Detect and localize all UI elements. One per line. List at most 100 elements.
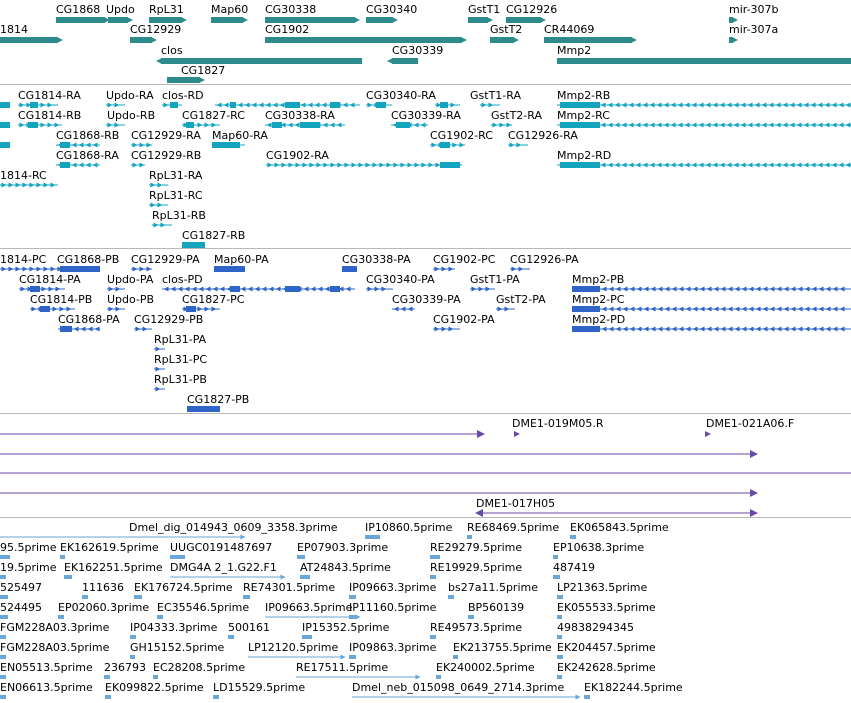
- transcript-chevron[interactable]: [712, 162, 718, 168]
- est-arrow[interactable]: [240, 534, 246, 540]
- transcript-chevron[interactable]: [614, 102, 620, 108]
- transcript-chevron[interactable]: [183, 122, 189, 128]
- protein-chevron[interactable]: [797, 326, 803, 332]
- est-glyph[interactable]: [243, 595, 250, 599]
- est-glyph[interactable]: [0, 655, 6, 659]
- transcript-chevron[interactable]: [33, 122, 39, 128]
- transcript-chevron[interactable]: [698, 162, 704, 168]
- transcript-label[interactable]: CG30339-RA: [391, 109, 461, 122]
- transcript-chevron[interactable]: [183, 242, 189, 248]
- transcript-label[interactable]: CG1868-RB: [56, 129, 120, 142]
- transcript-chevron[interactable]: [36, 182, 42, 188]
- protein-chevron[interactable]: [629, 306, 635, 312]
- transcript-chevron[interactable]: [406, 122, 412, 128]
- transcript-chevron[interactable]: [251, 102, 257, 108]
- protein-chevron[interactable]: [580, 286, 586, 292]
- protein-chevron[interactable]: [198, 286, 204, 292]
- protein-chevron[interactable]: [434, 266, 440, 272]
- protein-chevron[interactable]: [692, 326, 698, 332]
- transcript-chevron[interactable]: [698, 122, 704, 128]
- est-glyph[interactable]: [58, 615, 64, 619]
- protein-chevron[interactable]: [87, 326, 93, 332]
- transcript-chevron[interactable]: [431, 142, 437, 148]
- transcript-chevron[interactable]: [258, 102, 264, 108]
- protein-chevron[interactable]: [275, 286, 281, 292]
- transcript-chevron[interactable]: [413, 122, 419, 128]
- transcript-chevron[interactable]: [579, 162, 585, 168]
- transcript-chevron[interactable]: [838, 102, 844, 108]
- gene-glyph[interactable]: [149, 17, 182, 23]
- est-glyph[interactable]: [82, 595, 88, 599]
- gene-glyph[interactable]: [265, 17, 355, 23]
- transcript-chevron[interactable]: [845, 102, 851, 108]
- est-label[interactable]: UUGC0191487697: [170, 541, 273, 554]
- protein-exon[interactable]: [572, 326, 600, 332]
- transcript-chevron[interactable]: [342, 102, 348, 108]
- transcript-chevron[interactable]: [329, 122, 335, 128]
- transcript-chevron[interactable]: [204, 122, 210, 128]
- est-label[interactable]: EK182244.5prime: [584, 681, 683, 694]
- transcript-chevron[interactable]: [506, 122, 512, 128]
- transcript-chevron[interactable]: [64, 162, 70, 168]
- protein-chevron[interactable]: [190, 306, 196, 312]
- est-glyph[interactable]: [60, 555, 65, 559]
- protein-chevron[interactable]: [797, 286, 803, 292]
- transcript-chevron[interactable]: [146, 142, 152, 148]
- protein-chevron[interactable]: [8, 266, 14, 272]
- gene-glyph[interactable]: [108, 17, 128, 23]
- transcript-chevron[interactable]: [789, 162, 795, 168]
- protein-chevron[interactable]: [317, 286, 323, 292]
- protein-chevron[interactable]: [671, 306, 677, 312]
- transcript-chevron[interactable]: [831, 102, 837, 108]
- protein-chevron[interactable]: [587, 286, 593, 292]
- clone-end-arrow[interactable]: [514, 431, 520, 437]
- est-label[interactable]: AT24843.5prime: [300, 561, 391, 574]
- protein-chevron[interactable]: [518, 266, 524, 272]
- transcript-chevron[interactable]: [656, 102, 662, 108]
- protein-chevron[interactable]: [636, 286, 642, 292]
- transcript-chevron[interactable]: [642, 122, 648, 128]
- transcript-chevron[interactable]: [288, 162, 294, 168]
- transcript-chevron[interactable]: [492, 122, 498, 128]
- transcript-label[interactable]: RpL31-RA: [149, 169, 203, 182]
- protein-chevron[interactable]: [115, 306, 121, 312]
- gene-strand-arrow[interactable]: [513, 37, 519, 43]
- gene-label[interactable]: Map60: [211, 3, 249, 16]
- protein-chevron[interactable]: [64, 266, 70, 272]
- transcript-chevron[interactable]: [817, 162, 823, 168]
- protein-label[interactable]: Map60-PA: [214, 253, 269, 266]
- gene-label[interactable]: GstT2: [490, 23, 523, 36]
- est-label[interactable]: EK242628.5prime: [557, 661, 656, 674]
- transcript-chevron[interactable]: [213, 142, 219, 148]
- gene-strand-arrow[interactable]: [57, 37, 63, 43]
- protein-chevron[interactable]: [78, 266, 84, 272]
- protein-chevron[interactable]: [629, 286, 635, 292]
- protein-chevron[interactable]: [720, 286, 726, 292]
- transcript-chevron[interactable]: [824, 162, 830, 168]
- transcript-chevron[interactable]: [635, 122, 641, 128]
- transcript-label[interactable]: Map60-RA: [212, 129, 268, 142]
- protein-label[interactable]: CG12929-PB: [134, 313, 204, 326]
- transcript-chevron[interactable]: [572, 102, 578, 108]
- transcript-chevron[interactable]: [33, 102, 39, 108]
- gene-label[interactable]: GstT1: [468, 3, 501, 16]
- protein-chevron[interactable]: [52, 306, 58, 312]
- protein-chevron[interactable]: [587, 306, 593, 312]
- transcript-chevron[interactable]: [78, 162, 84, 168]
- protein-chevron[interactable]: [204, 306, 210, 312]
- gene-label[interactable]: CG12929: [130, 23, 182, 36]
- protein-chevron[interactable]: [268, 286, 274, 292]
- transcript-chevron[interactable]: [677, 122, 683, 128]
- protein-chevron[interactable]: [400, 306, 406, 312]
- protein-chevron[interactable]: [811, 326, 817, 332]
- transcript-chevron[interactable]: [19, 102, 25, 108]
- gene-glyph[interactable]: [544, 37, 632, 43]
- protein-chevron[interactable]: [720, 326, 726, 332]
- transcript-chevron[interactable]: [223, 102, 229, 108]
- transcript-exon[interactable]: [376, 102, 386, 108]
- transcript-chevron[interactable]: [621, 122, 627, 128]
- protein-chevron[interactable]: [59, 306, 65, 312]
- transcript-chevron[interactable]: [565, 122, 571, 128]
- gene-strand-arrow[interactable]: [127, 17, 133, 23]
- est-arrow[interactable]: [355, 614, 361, 620]
